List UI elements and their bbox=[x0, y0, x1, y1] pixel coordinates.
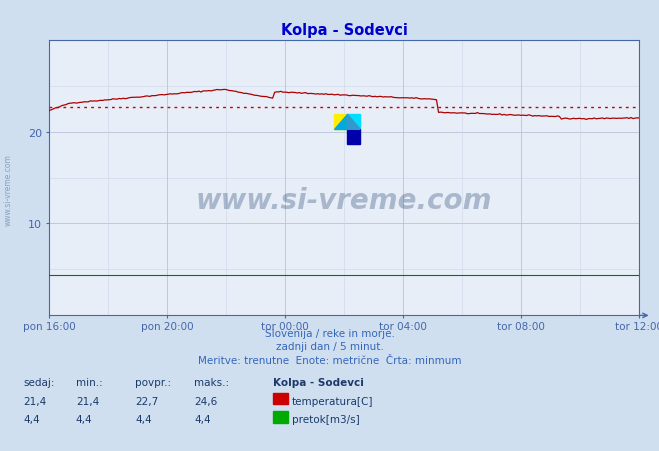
Text: Slovenija / reke in morje.: Slovenija / reke in morje. bbox=[264, 328, 395, 338]
Text: temperatura[C]: temperatura[C] bbox=[292, 396, 374, 405]
Text: 4,4: 4,4 bbox=[23, 414, 40, 423]
Bar bbox=[347, 130, 360, 145]
Text: 21,4: 21,4 bbox=[76, 396, 99, 405]
Text: 4,4: 4,4 bbox=[76, 414, 92, 423]
Bar bbox=[334, 115, 347, 130]
Text: 22,7: 22,7 bbox=[135, 396, 158, 405]
Polygon shape bbox=[347, 115, 360, 130]
Text: pretok[m3/s]: pretok[m3/s] bbox=[292, 414, 360, 423]
Text: 4,4: 4,4 bbox=[135, 414, 152, 423]
Text: sedaj:: sedaj: bbox=[23, 377, 55, 387]
Text: www.si-vreme.com: www.si-vreme.com bbox=[3, 153, 13, 226]
Text: 21,4: 21,4 bbox=[23, 396, 46, 405]
Text: min.:: min.: bbox=[76, 377, 103, 387]
Text: www.si-vreme.com: www.si-vreme.com bbox=[196, 186, 492, 214]
Text: 24,6: 24,6 bbox=[194, 396, 217, 405]
FancyBboxPatch shape bbox=[0, 0, 659, 398]
Text: zadnji dan / 5 minut.: zadnji dan / 5 minut. bbox=[275, 341, 384, 351]
Text: maks.:: maks.: bbox=[194, 377, 229, 387]
Bar bbox=[347, 115, 360, 130]
Polygon shape bbox=[334, 115, 347, 130]
Text: povpr.:: povpr.: bbox=[135, 377, 171, 387]
Text: Meritve: trenutne  Enote: metrične  Črta: minmum: Meritve: trenutne Enote: metrične Črta: … bbox=[198, 355, 461, 365]
Text: 4,4: 4,4 bbox=[194, 414, 211, 423]
Text: Kolpa - Sodevci: Kolpa - Sodevci bbox=[273, 377, 364, 387]
Title: Kolpa - Sodevci: Kolpa - Sodevci bbox=[281, 23, 408, 38]
